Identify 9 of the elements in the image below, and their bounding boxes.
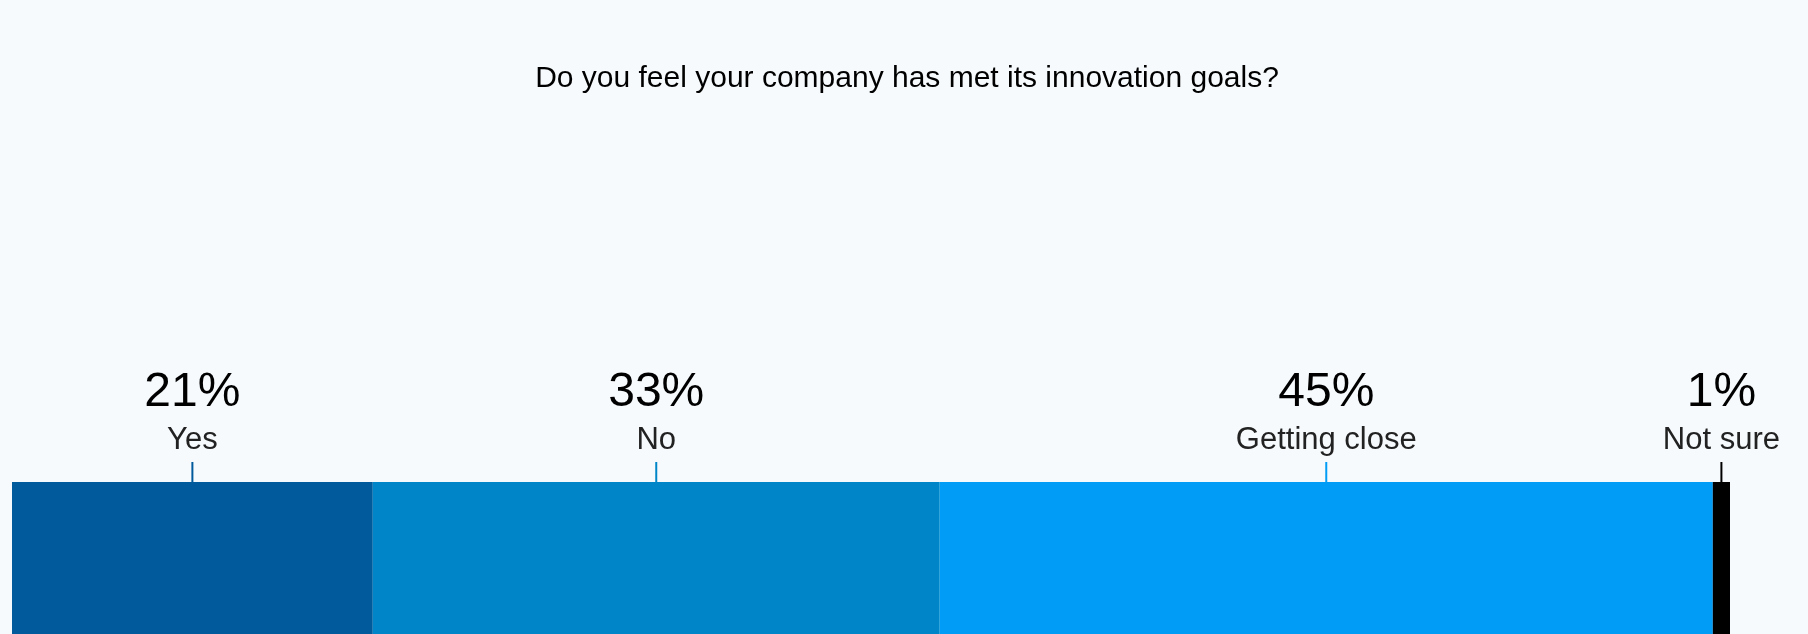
data-label: 21% [144,363,241,416]
chart-title: Do you feel your company has met its innovation goals? [535,60,1279,93]
series-label: Yes [167,421,218,456]
data-label: 45% [1278,363,1375,416]
series-label: Not sure [1662,421,1780,456]
series-label: No [636,421,677,456]
data-label: 33% [608,363,705,416]
data-label: 1% [1686,363,1757,416]
series-label: Getting close [1235,421,1417,456]
